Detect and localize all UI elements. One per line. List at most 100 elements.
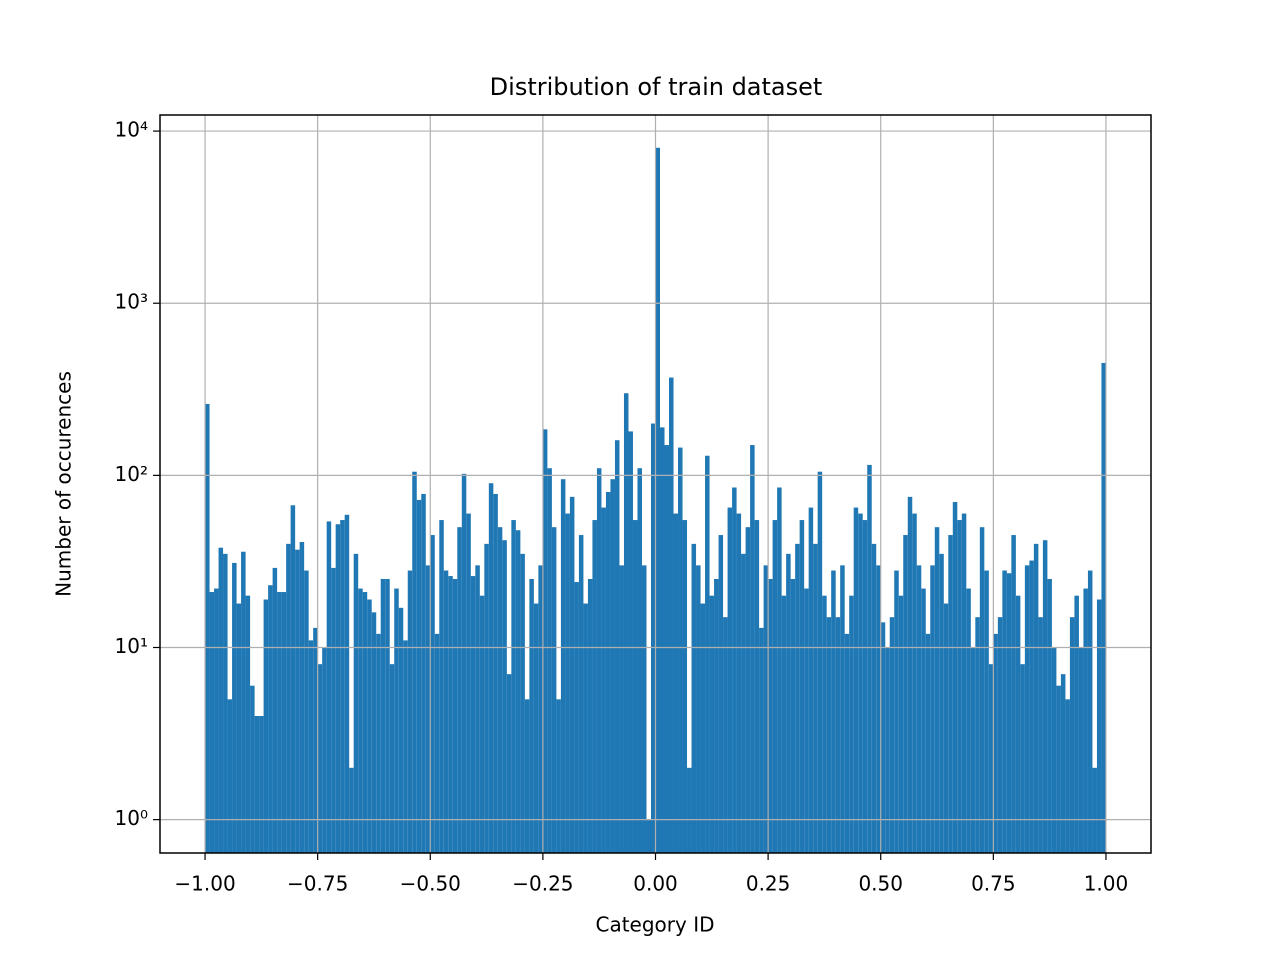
bar [1069, 617, 1075, 853]
x-tick-label: −0.75 [287, 872, 348, 896]
bar [389, 664, 395, 853]
bar [1038, 617, 1043, 853]
bar [790, 578, 796, 853]
y-tick-label: 10¹ [115, 634, 148, 658]
bar [484, 543, 489, 853]
bar [831, 570, 836, 853]
bar [1020, 664, 1025, 853]
x-tick-label: −0.25 [512, 872, 573, 896]
bar [236, 603, 242, 853]
bar [502, 540, 507, 853]
bar [948, 535, 953, 853]
bar [452, 578, 458, 853]
bar [430, 535, 435, 853]
bar [614, 440, 620, 853]
x-tick-label: 0.50 [858, 872, 903, 896]
bar [844, 633, 850, 853]
bar [425, 565, 431, 853]
bar [349, 767, 354, 853]
bar [781, 595, 787, 853]
bar [709, 595, 715, 853]
y-tick-label: 10² [115, 462, 148, 486]
bar [434, 633, 440, 853]
x-axis-label: Category ID [595, 913, 714, 937]
bar [601, 507, 606, 853]
bar [628, 431, 633, 853]
bar [1015, 595, 1021, 853]
bar [1078, 647, 1084, 853]
bar [961, 513, 967, 853]
bar [1087, 570, 1093, 853]
bar [259, 715, 264, 853]
bar [1083, 588, 1088, 853]
bar [1002, 570, 1007, 853]
bar [326, 521, 332, 853]
bar [560, 479, 566, 853]
bar [1051, 647, 1057, 853]
bar [687, 767, 692, 853]
bar [1056, 685, 1061, 853]
bar [520, 553, 525, 853]
y-tick-label: 10³ [115, 290, 148, 314]
bar [907, 496, 913, 853]
bar [763, 565, 769, 853]
bar [736, 513, 742, 853]
bar [822, 595, 827, 853]
bar [565, 513, 570, 853]
bar [286, 543, 291, 853]
bar [817, 471, 823, 853]
bar [574, 582, 579, 853]
x-tick-label: 1.00 [1084, 872, 1129, 896]
bar [660, 427, 665, 853]
bar [700, 603, 706, 853]
bar [835, 617, 841, 853]
bar [880, 622, 886, 853]
bar [281, 592, 287, 853]
bar [511, 520, 516, 853]
bar [619, 565, 624, 853]
bar [799, 520, 805, 853]
bar [759, 627, 764, 853]
bar [988, 664, 994, 853]
bar [497, 527, 503, 853]
bar [358, 588, 363, 853]
bar [227, 699, 233, 853]
bar [205, 403, 210, 853]
bar [538, 565, 543, 853]
bar [772, 520, 778, 853]
bar [398, 607, 404, 853]
bar [1074, 595, 1079, 853]
bar [691, 543, 697, 853]
bar [295, 549, 300, 853]
bar [515, 530, 521, 853]
bar [596, 468, 602, 853]
bar [768, 578, 773, 853]
bar [916, 565, 922, 853]
bar [569, 496, 575, 853]
bar [1096, 599, 1102, 853]
bar [448, 576, 453, 853]
bar [605, 492, 611, 853]
bar [1029, 560, 1034, 853]
bar [885, 647, 890, 853]
bar [804, 588, 809, 853]
bar [727, 507, 733, 853]
bar [975, 617, 980, 853]
bar [871, 543, 877, 853]
bar [592, 520, 597, 853]
bar [277, 592, 282, 853]
bar [1092, 767, 1097, 853]
bar [952, 502, 958, 853]
bar [678, 447, 683, 853]
bar [488, 483, 494, 853]
bar [826, 617, 832, 853]
bar [858, 513, 863, 853]
bar [421, 493, 426, 853]
bar [898, 595, 904, 853]
bar [1006, 573, 1012, 853]
bar [862, 520, 868, 853]
bar [241, 551, 246, 853]
bar [439, 520, 444, 853]
bar [646, 819, 651, 853]
bar [587, 578, 593, 853]
